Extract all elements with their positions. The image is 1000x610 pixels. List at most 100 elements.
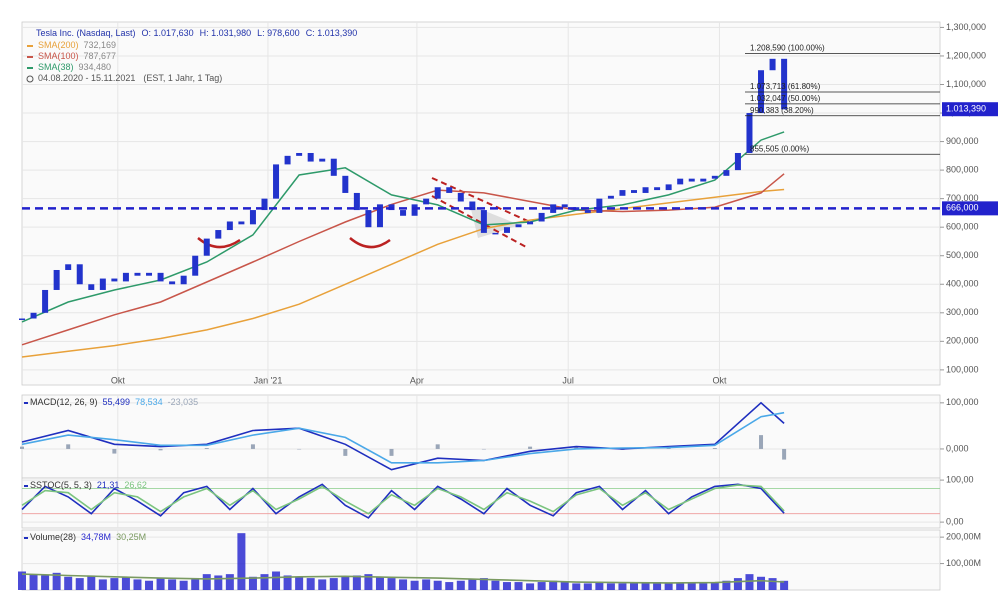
price-bar bbox=[76, 264, 83, 285]
x-tick-label: Jul bbox=[562, 375, 574, 385]
volume-bar bbox=[653, 582, 662, 590]
price-bar bbox=[688, 178, 695, 182]
series-line bbox=[21, 411, 785, 464]
price-bar bbox=[515, 224, 522, 228]
histogram-bar bbox=[112, 448, 117, 454]
price-bar bbox=[642, 187, 649, 193]
pattern-arc bbox=[197, 237, 241, 249]
legend-name: SMA(38) bbox=[38, 62, 74, 72]
volume-bar bbox=[133, 579, 142, 590]
y-tick-label: 300,000 bbox=[946, 307, 979, 317]
legend-value: 30,25M bbox=[116, 532, 146, 542]
volume-bar bbox=[145, 580, 154, 590]
histogram-bar bbox=[782, 448, 787, 460]
price-bar bbox=[203, 238, 210, 256]
volume-bar bbox=[606, 583, 615, 590]
price-bar bbox=[42, 289, 49, 313]
date-range-text: 04.08.2020 - 15.11.2021 bbox=[38, 73, 135, 83]
price-bar bbox=[284, 155, 291, 165]
ohlc-value: H: 1.031,980 bbox=[200, 28, 252, 38]
y-tick-label: 1,200,000 bbox=[946, 50, 986, 60]
volume-bar bbox=[745, 574, 754, 590]
series-line bbox=[21, 573, 785, 584]
series-line bbox=[21, 131, 785, 323]
legend-entry: SMA(100) 787,677 bbox=[38, 51, 116, 61]
histogram-bar bbox=[20, 446, 24, 449]
y-tick-label: 0,000 bbox=[946, 443, 969, 453]
price-bar bbox=[65, 264, 72, 270]
volume-bar bbox=[248, 576, 257, 590]
price-bar bbox=[99, 278, 106, 290]
price-bar bbox=[700, 178, 707, 182]
series-line bbox=[21, 173, 785, 346]
price-bar bbox=[411, 204, 418, 216]
volume-bar bbox=[456, 580, 465, 590]
price-bar bbox=[538, 212, 545, 222]
price-bar bbox=[88, 284, 95, 290]
price-bar bbox=[157, 272, 164, 282]
volume-bar bbox=[179, 580, 188, 590]
volume-bar bbox=[549, 580, 558, 590]
price-bar bbox=[550, 204, 557, 213]
panel-legend: SSTOC(5, 5, 3) 21,31 26,62 bbox=[30, 480, 147, 490]
price-tag-label: 1.013,390 bbox=[946, 104, 986, 114]
volume-bar bbox=[237, 533, 246, 590]
volume-bar bbox=[630, 582, 638, 590]
price-bar bbox=[238, 221, 245, 225]
series-line bbox=[21, 401, 785, 471]
y-tick-label: 1,100,000 bbox=[946, 79, 986, 89]
price-bar bbox=[122, 272, 129, 282]
ohlc-value: O: 1.017,630 bbox=[142, 28, 194, 38]
volume-bar bbox=[572, 583, 581, 590]
price-tag bbox=[942, 201, 998, 216]
price-bar bbox=[723, 170, 730, 176]
price-bar bbox=[769, 58, 776, 71]
volume-bar bbox=[202, 574, 211, 590]
volume-bar bbox=[560, 582, 569, 590]
legend-value: 78,534 bbox=[135, 397, 163, 407]
volume-bar bbox=[41, 575, 50, 590]
price-bar bbox=[226, 221, 233, 231]
price-tag-label: 666,000 bbox=[946, 203, 979, 213]
clock-icon bbox=[26, 75, 34, 83]
price-bar bbox=[330, 158, 337, 176]
volume-bar bbox=[537, 582, 546, 590]
price-bar bbox=[192, 255, 199, 276]
volume-bar bbox=[272, 571, 281, 590]
price-bar bbox=[180, 275, 187, 285]
histogram-bar bbox=[297, 448, 302, 450]
volume-bar bbox=[583, 583, 592, 590]
price-bar bbox=[503, 227, 510, 233]
price-bar bbox=[169, 281, 176, 285]
volume-bar bbox=[75, 578, 84, 590]
volume-bar bbox=[214, 575, 223, 590]
price-bar bbox=[654, 187, 661, 191]
volume-bar bbox=[780, 580, 789, 590]
volume-bar bbox=[479, 578, 488, 590]
volume-bar bbox=[433, 580, 442, 590]
volume-bar bbox=[29, 574, 38, 590]
volume-bar bbox=[699, 583, 708, 590]
volume-bar bbox=[329, 578, 338, 590]
price-bar bbox=[296, 152, 303, 156]
price-bar bbox=[30, 312, 37, 319]
price-bar bbox=[400, 210, 407, 216]
chart-title: Tesla Inc. (Nasdaq, Last) O: 1.017,630 H: … bbox=[36, 28, 357, 38]
price-bar bbox=[781, 58, 788, 110]
y-tick-label: 800,000 bbox=[946, 164, 979, 174]
volume-bar bbox=[595, 582, 604, 590]
title: Tesla Inc. (Nasdaq, Last) bbox=[36, 28, 136, 38]
volume-bar bbox=[733, 578, 742, 590]
price-bar bbox=[584, 210, 591, 213]
legend-value: 26,62 bbox=[124, 480, 147, 490]
legend-value: 55,499 bbox=[103, 397, 131, 407]
price-bar bbox=[596, 198, 603, 213]
volume-bar bbox=[757, 576, 766, 590]
price-bar bbox=[261, 198, 268, 211]
volume-bar bbox=[352, 575, 361, 590]
volume-bar bbox=[283, 575, 292, 590]
legend-value: 934,480 bbox=[79, 62, 112, 72]
volume-bar bbox=[387, 578, 396, 590]
y-tick-label: 1,300,000 bbox=[946, 22, 986, 32]
price-bar bbox=[677, 178, 684, 185]
